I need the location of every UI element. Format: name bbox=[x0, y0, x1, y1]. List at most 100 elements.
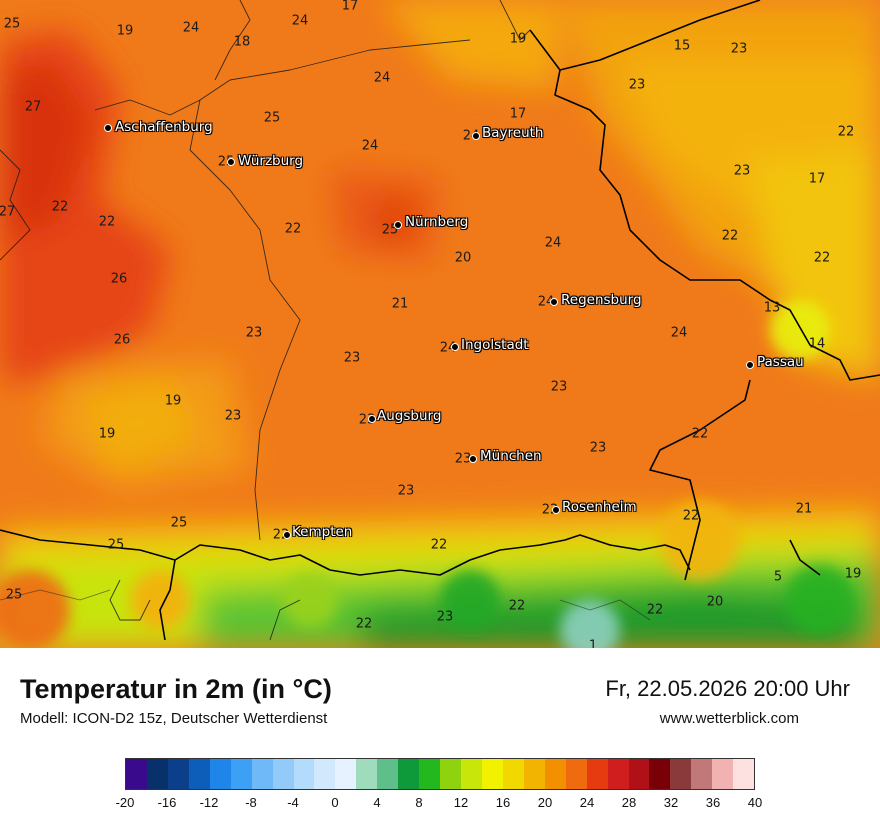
color-scale-swatch bbox=[670, 759, 692, 789]
color-scale-swatch bbox=[502, 759, 524, 789]
field-value: 17 bbox=[808, 171, 826, 187]
field-value: 22 bbox=[682, 508, 700, 524]
temperature-map: 25 19 24 18 24 17 19 15 23 27 25 24 23 1… bbox=[0, 0, 880, 648]
field-value: 18 bbox=[233, 34, 251, 50]
field-value: 19 bbox=[844, 566, 862, 582]
field-value: 17 bbox=[341, 0, 359, 14]
city-marker bbox=[368, 415, 376, 423]
field-value: 22 bbox=[51, 199, 69, 215]
field-value: 22 bbox=[98, 214, 116, 230]
website-link[interactable]: www.wetterblick.com bbox=[659, 710, 799, 727]
city-marker bbox=[746, 361, 754, 369]
field-value: 24 bbox=[361, 138, 379, 154]
color-scale-swatch bbox=[419, 759, 441, 789]
field-value: 25 bbox=[263, 110, 281, 126]
color-scale-tick: 0 bbox=[331, 795, 339, 810]
color-scale-tick: 24 bbox=[579, 795, 595, 810]
city-label-bayreuth: Bayreuth bbox=[482, 125, 544, 141]
color-scale-swatch bbox=[356, 759, 378, 789]
color-scale-swatch bbox=[461, 759, 482, 789]
color-scale-swatch bbox=[146, 759, 168, 789]
city-marker bbox=[394, 221, 402, 229]
color-scale-swatch bbox=[251, 759, 273, 789]
field-value: 15 bbox=[673, 38, 691, 54]
city-marker bbox=[552, 506, 560, 514]
city-marker bbox=[104, 124, 112, 132]
field-value: 19 bbox=[164, 393, 182, 409]
field-value: 24 bbox=[544, 235, 562, 251]
color-scale-swatch bbox=[481, 759, 503, 789]
field-value: 23 bbox=[224, 408, 242, 424]
model-info: Modell: ICON-D2 15z, Deutscher Wetterdie… bbox=[20, 710, 328, 727]
city-marker bbox=[227, 158, 235, 166]
field-value: 25 bbox=[170, 515, 188, 531]
color-scale-tick: 4 bbox=[373, 795, 381, 810]
field-value: 24 bbox=[670, 325, 688, 341]
color-scale-tick: 12 bbox=[453, 795, 469, 810]
color-scale-tick: 8 bbox=[415, 795, 423, 810]
field-value: 23 bbox=[733, 163, 751, 179]
field-value: 22 bbox=[813, 250, 831, 266]
field-value: 23 bbox=[343, 350, 361, 366]
field-value: 17 bbox=[509, 106, 527, 122]
color-scale-tick: 16 bbox=[495, 795, 511, 810]
color-scale-swatch bbox=[167, 759, 189, 789]
color-scale-swatch bbox=[628, 759, 650, 789]
field-value: 19 bbox=[98, 426, 116, 442]
city-marker bbox=[472, 132, 480, 140]
color-scale-swatch bbox=[335, 759, 357, 789]
city-value: 23 bbox=[454, 451, 472, 467]
color-scale-swatch bbox=[649, 759, 671, 789]
color-scale-swatch bbox=[188, 759, 210, 789]
color-scale-swatch bbox=[209, 759, 231, 789]
color-scale-swatch bbox=[398, 759, 420, 789]
color-scale-tick: 36 bbox=[705, 795, 721, 810]
field-value: 25 bbox=[5, 587, 23, 603]
color-scale-tick: 28 bbox=[621, 795, 637, 810]
color-scale-tick: -12 bbox=[199, 795, 219, 810]
city-marker bbox=[550, 298, 558, 306]
color-scale-swatch bbox=[377, 759, 399, 789]
color-scale-swatch bbox=[733, 759, 755, 789]
color-scale-swatch bbox=[293, 759, 315, 789]
field-value: 22 bbox=[837, 124, 855, 140]
color-scale-swatch bbox=[523, 759, 545, 789]
field-value: 23 bbox=[628, 77, 646, 93]
field-value: 22 bbox=[721, 228, 739, 244]
field-value: 19 bbox=[116, 23, 134, 39]
city-label-ingolstadt: Ingolstadt bbox=[461, 337, 529, 353]
color-scale-tick: -8 bbox=[245, 795, 257, 810]
field-value: 23 bbox=[589, 440, 607, 456]
city-marker bbox=[469, 455, 477, 463]
field-value: 24 bbox=[291, 13, 309, 29]
field-value: 21 bbox=[795, 501, 813, 517]
field-value: 27 bbox=[0, 204, 16, 220]
city-label-rosenheim: Rosenheim bbox=[562, 499, 637, 515]
city-label-muenchen: München bbox=[480, 448, 542, 464]
field-value: 1 bbox=[588, 638, 598, 649]
city-label-passau: Passau bbox=[757, 354, 804, 370]
field-value: 24 bbox=[182, 20, 200, 36]
city-label-nuernberg: Nürnberg bbox=[405, 214, 469, 230]
field-value: 22 bbox=[691, 426, 709, 442]
color-scale-swatch bbox=[586, 759, 608, 789]
city-label-regensburg: Regensburg bbox=[561, 292, 642, 308]
city-value: 24 bbox=[164, 120, 182, 136]
field-value: 5 bbox=[773, 569, 783, 585]
color-scale-swatch bbox=[230, 759, 252, 789]
field-value: 14 bbox=[808, 336, 826, 352]
color-scale-swatch bbox=[607, 759, 629, 789]
color-scale-tick: -16 bbox=[157, 795, 177, 810]
field-value: 22 bbox=[430, 537, 448, 553]
field-value: 23 bbox=[245, 325, 263, 341]
color-scale-swatch bbox=[712, 759, 734, 789]
color-scale-swatch bbox=[272, 759, 294, 789]
color-scale-swatch bbox=[565, 759, 587, 789]
field-value: 19 bbox=[509, 31, 527, 47]
field-value: 26 bbox=[110, 271, 128, 287]
color-scale-tick: 40 bbox=[747, 795, 763, 810]
field-value: 26 bbox=[113, 332, 131, 348]
city-marker bbox=[451, 343, 459, 351]
field-value: 21 bbox=[391, 296, 409, 312]
color-scale-tick: 20 bbox=[537, 795, 553, 810]
